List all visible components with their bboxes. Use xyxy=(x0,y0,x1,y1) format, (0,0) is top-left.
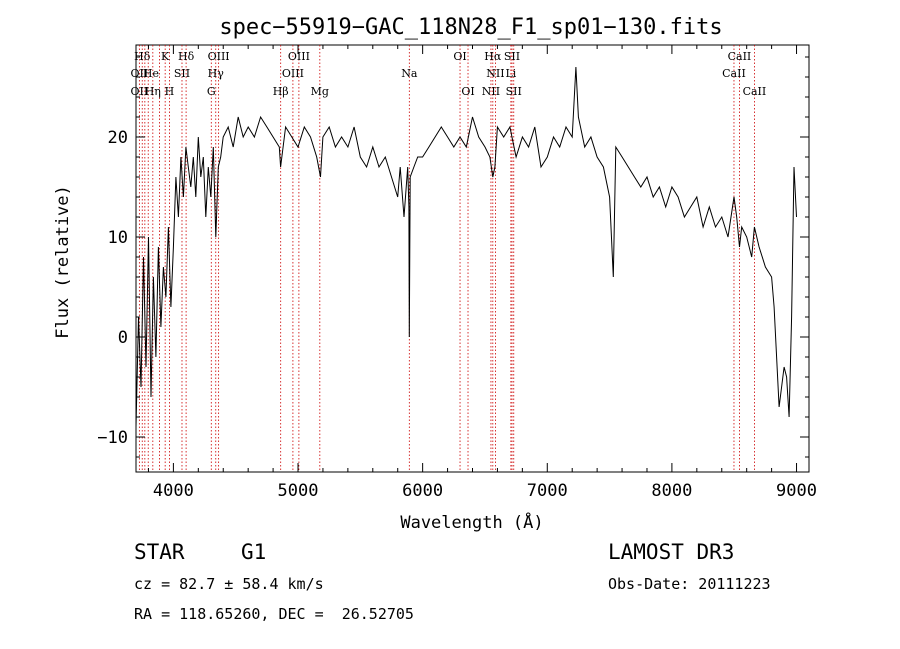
line-marker-label: Mg xyxy=(311,85,329,98)
obs-date: Obs-Date: 20111223 xyxy=(608,575,771,593)
line-marker-label: K xyxy=(161,50,170,63)
line-marker-label: OI xyxy=(461,85,474,98)
x-tick-label: 9000 xyxy=(776,481,817,501)
coordinates: RA = 118.65260, DEC = 26.52705 xyxy=(134,605,414,623)
line-marker-label: CaII xyxy=(728,50,752,63)
line-marker-label: SII xyxy=(504,50,520,63)
line-markers xyxy=(138,45,755,472)
line-marker-label: NII xyxy=(486,67,504,80)
chart-title: spec−55919−GAC_118N28_F1_sp01−130.fits xyxy=(219,15,722,40)
line-marker-label: OII xyxy=(131,85,149,98)
y-axis-label: Flux (relative) xyxy=(53,185,73,339)
x-axis-label: Wavelength (Å) xyxy=(400,511,543,533)
line-marker-label: OIII xyxy=(282,67,304,80)
line-marker-label: OIII xyxy=(208,50,230,63)
line-marker-label: CaII xyxy=(743,85,767,98)
x-tick-label: 6000 xyxy=(402,481,443,501)
line-marker-label: CaII xyxy=(722,67,746,80)
x-tick-label: 8000 xyxy=(651,481,692,501)
redshift-readout: cz = 82.7 ± 58.4 km/s xyxy=(134,575,324,593)
line-marker-label: Hα xyxy=(484,50,502,63)
line-marker-label: He xyxy=(143,67,159,80)
line-marker-label: Na xyxy=(401,67,418,80)
y-tick-label: 10 xyxy=(108,228,128,248)
line-marker-label: Li xyxy=(505,67,516,80)
object-class: STAR xyxy=(134,540,185,564)
line-marker-label: Hδ xyxy=(134,50,151,63)
spectrum-line xyxy=(135,66,797,428)
x-tick-label: 7000 xyxy=(527,481,568,501)
line-marker-label: NII xyxy=(482,85,500,98)
line-marker-label: Hη xyxy=(145,85,161,98)
line-marker-label: OIII xyxy=(288,50,310,63)
y-tick-label: 20 xyxy=(108,128,128,148)
axis-ticks: 4000 5000 6000 7000 8000 9000 −10 0 10 20 xyxy=(97,45,817,501)
line-marker-label: OI xyxy=(453,50,466,63)
line-marker-label: SII xyxy=(174,67,190,80)
line-marker-label: G xyxy=(207,85,216,98)
plot-frame xyxy=(135,44,810,473)
line-marker-label: Hβ xyxy=(273,85,289,98)
y-tick-label: −10 xyxy=(97,428,128,448)
line-marker-label: OII xyxy=(131,67,149,80)
x-tick-label: 4000 xyxy=(153,481,194,501)
y-tick-label: 0 xyxy=(118,328,128,348)
survey-name: LAMOST DR3 xyxy=(608,540,735,564)
line-marker-label: Hδ xyxy=(178,50,195,63)
object-subclass: G1 xyxy=(241,540,267,564)
line-marker-label: Hγ xyxy=(208,67,225,80)
line-marker-label: H xyxy=(165,85,175,98)
line-marker-label: SII xyxy=(506,85,522,98)
x-tick-label: 5000 xyxy=(278,481,319,501)
